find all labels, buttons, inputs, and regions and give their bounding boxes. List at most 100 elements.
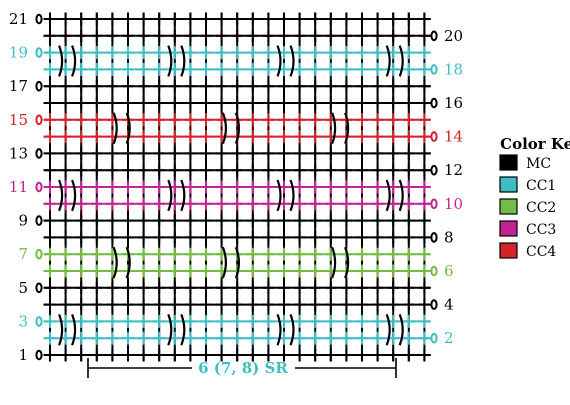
cluster-right-arc [289,314,295,346]
cluster-left-arc [58,45,64,77]
turning-chain [35,13,43,25]
cluster-left-arc [58,314,64,346]
turning-chain [430,131,438,142]
row-number-right: 20 [444,27,463,45]
cluster-right-arc [125,112,131,144]
cluster-right-arc [234,246,240,279]
row-16 [43,96,431,110]
turning-chain [430,198,438,210]
turning-chain [430,332,438,344]
cluster-right-arc [180,179,186,212]
color-key-label: CC3 [526,222,556,238]
color-swatch-cc3 [499,220,518,237]
cluster-left-arc [221,112,227,144]
row-number-right: 16 [444,94,463,112]
row-number-right: 4 [444,296,454,314]
color-key-title: Color Key [500,135,570,153]
cluster-left-arc [167,179,173,212]
turning-chain [35,148,43,159]
turning-chain [35,47,43,58]
row-1 [43,348,431,362]
cluster-right-arc [398,45,404,77]
turning-chain [35,181,43,193]
cluster-left-arc [385,179,391,212]
color-swatch-cc1 [499,176,518,193]
turning-chain [35,349,43,361]
row-number-right: 6 [444,262,454,280]
row-5 [43,281,431,295]
cluster-right-arc [289,45,295,77]
cluster-right-arc [180,45,186,77]
row-8 [43,230,431,244]
cluster-left-arc [221,246,227,279]
color-key-label: CC1 [526,178,556,194]
stitch-grid [43,12,431,362]
row-number-left: 9 [18,212,28,230]
cluster-left-arc [385,314,391,346]
row-number-left: 19 [9,44,28,62]
row-17 [43,79,431,93]
repeat-bracket: 6 (7, 8) SR [87,358,397,378]
turning-chain [430,232,438,243]
turning-chain [35,80,43,92]
color-key-label: MC [526,156,551,172]
cluster-left-arc [112,112,118,144]
turning-chains [35,13,438,361]
cluster-right-arc [289,179,295,212]
cluster-left-arc [276,45,282,77]
row-number-right: 18 [444,60,463,78]
cluster-right-arc [344,112,350,144]
cluster-marks [58,45,404,346]
turning-chain [35,282,43,294]
cluster-left-arc [112,246,118,279]
row-19 [43,46,431,60]
turning-chain [35,215,43,226]
row-number-left: 13 [9,144,28,162]
turning-chain [430,64,438,75]
cluster-left-arc [58,179,64,212]
row-number-right: 8 [444,228,454,246]
row-number-right: 14 [444,128,463,146]
cluster-left-arc [331,246,337,279]
turning-chain [35,114,43,126]
row-10 [43,197,431,211]
row-2 [43,331,431,345]
row-number-right: 10 [444,195,463,213]
cluster-right-arc [71,179,77,212]
turning-chain [430,97,438,109]
turning-chain [430,30,438,42]
row-13 [43,146,431,160]
turning-chain [35,248,43,260]
cluster-left-arc [385,45,391,77]
cluster-right-arc [344,246,350,279]
color-swatch-cc2 [499,198,518,215]
color-swatch-cc4 [499,242,518,259]
row-number-left: 1 [18,346,28,364]
row-number-left: 17 [9,77,28,95]
cluster-left-arc [276,179,282,212]
row-21 [43,12,431,26]
cluster-left-arc [276,314,282,346]
cluster-right-arc [398,179,404,212]
cluster-left-arc [331,112,337,144]
turning-chain [430,164,438,176]
cluster-left-arc [167,314,173,346]
row-12 [43,163,431,177]
row-number-left: 21 [9,10,28,28]
row-4 [43,298,431,312]
cluster-right-arc [125,246,131,279]
row-number-left: 11 [9,178,28,196]
row-9 [43,214,431,228]
color-key-label: CC4 [526,244,556,260]
cluster-right-arc [71,314,77,346]
cluster-right-arc [234,112,240,144]
color-key-label: CC2 [526,200,556,216]
row-number-left: 3 [18,312,28,330]
row-number-left: 15 [9,111,28,129]
cluster-right-arc [398,314,404,346]
cluster-right-arc [71,45,77,77]
row-20 [43,29,431,43]
row-number-left: 7 [18,245,28,263]
turning-chain [430,299,438,310]
